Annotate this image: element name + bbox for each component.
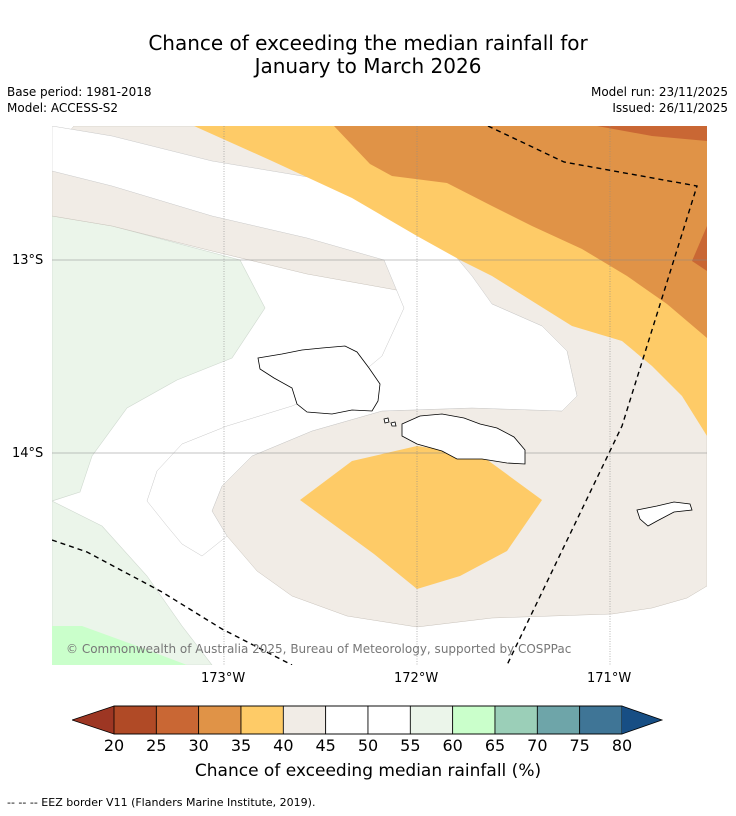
lon-label-172w: 172°W	[394, 671, 439, 686]
colorbar-tick-label: 40	[273, 736, 294, 755]
colorbar-cell	[409, 705, 454, 735]
colorbar-cell	[494, 705, 538, 735]
island-tutuila	[636, 501, 693, 527]
colorbar-tick-label: 30	[188, 736, 209, 755]
model-run: Model run: 23/11/2025	[590, 85, 728, 99]
colorbar	[72, 705, 664, 735]
title-line-2: January to March 2026	[254, 54, 482, 78]
colorbar-tick-label: 35	[230, 736, 252, 755]
base-period: Base period: 1981-2018	[7, 85, 152, 99]
colorbar-tick-label: 80	[611, 736, 633, 755]
colorbar-outline	[72, 705, 664, 735]
island-apolima	[383, 417, 390, 424]
colorbar-arrow-low	[72, 706, 114, 734]
colorbar-cell	[155, 705, 200, 735]
graticule	[52, 126, 707, 665]
colorbar-tick-label: 65	[484, 736, 506, 755]
colorbar-tick-label: 25	[146, 736, 167, 755]
colorbar-cell	[367, 705, 411, 735]
region-60-65-southwest	[52, 626, 187, 665]
issued-date: Issued: 26/11/2025	[612, 101, 728, 115]
colorbar-tick-label: 20	[103, 736, 125, 755]
colorbar-tick-label: 75	[569, 736, 590, 755]
lon-label-171w: 171°W	[587, 671, 632, 686]
lat-label-13s: 13°S	[12, 253, 44, 268]
colorbar-tick-label: 55	[400, 736, 421, 755]
colorbar-cell	[198, 705, 242, 735]
region-55-60-southwest	[52, 500, 213, 665]
model-name: Model: ACCESS-S2	[7, 101, 119, 115]
region-55-60-west	[52, 215, 266, 502]
colorbar-tick-label: 60	[442, 736, 463, 755]
region-30-35-northeast	[334, 126, 707, 338]
colorbar-title: Chance of exceeding median rainfall (%)	[194, 761, 542, 781]
colorbar-cell	[536, 705, 581, 735]
island-manono	[390, 421, 397, 427]
lat-label-14s: 14°S	[12, 446, 44, 461]
colorbar-cell	[113, 705, 157, 735]
colorbar-arrow-high	[622, 706, 662, 734]
colorbar-cell	[282, 705, 327, 735]
copyright-notice: © Commonwealth of Australia 2025, Bureau…	[66, 642, 571, 656]
island-savaii	[257, 345, 381, 415]
colorbar-cell	[325, 705, 369, 735]
lon-label-173w: 173°W	[201, 671, 246, 686]
colorbar-tick-label: 50	[357, 736, 379, 755]
region-25-30-northeast	[597, 126, 707, 141]
colorbar-cell	[579, 705, 623, 735]
title-line-1: Chance of exceeding the median rainfall …	[148, 31, 588, 55]
colorbar-tick-label: 45	[315, 736, 336, 755]
colorbar-tick-label: 70	[527, 736, 548, 755]
rainfall-map: © Commonwealth of Australia 2025, Bureau…	[52, 126, 707, 665]
region-35-40-center	[300, 446, 542, 589]
colorbar-cell	[452, 705, 496, 735]
eez-legend-note: -- -- -- EEZ border V11 (Flanders Marine…	[7, 796, 316, 809]
eez-border	[52, 126, 698, 665]
island-upolu	[401, 413, 526, 465]
colorbar-cell	[240, 705, 284, 735]
